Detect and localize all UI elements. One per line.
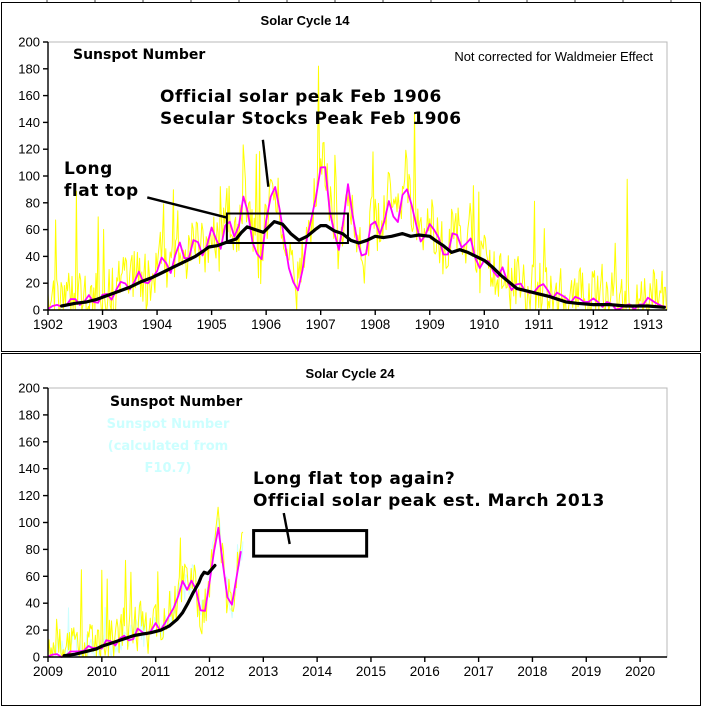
- x-tick-label: 2017: [464, 664, 494, 679]
- chart-title-cycle14: Solar Cycle 14: [260, 13, 350, 28]
- x-tick-label: 2013: [248, 664, 278, 679]
- y-tick-label: 160: [18, 434, 40, 449]
- worksheet-gridline-strip: [0, 0, 704, 2]
- annotation-flat-top-again-line1: Long flat top again?: [253, 469, 456, 489]
- chart-canvas-cycle14: 0 20 40 60 80 100 120 140 160 180 200 1902 1903 1904 1…: [18, 35, 668, 332]
- y-tick-label: 0: [33, 303, 40, 318]
- x-tick-label: 1913: [633, 317, 663, 332]
- peak-pointer-line: [261, 139, 270, 187]
- x-tick-label: 1908: [360, 317, 390, 332]
- annotation-long-flat-top-line2: flat top: [64, 181, 139, 201]
- annotation-long-flat-top: Long flat top: [64, 158, 139, 202]
- x-tick-label: 2012: [194, 664, 224, 679]
- chart-title-cycle24: Solar Cycle 24: [305, 366, 395, 381]
- callout-line: [146, 196, 228, 219]
- x-tick-label: 1909: [415, 317, 445, 332]
- x-tick-label: 1906: [251, 317, 281, 332]
- y-tick-label: 0: [33, 650, 40, 665]
- annotation-flat-top-again-line2: Official solar peak est. March 2013: [253, 491, 605, 511]
- y-tick-label: 80: [26, 195, 40, 210]
- y-tick-label: 100: [18, 515, 40, 530]
- callout-line: [282, 512, 291, 545]
- y-tick-label: 60: [26, 222, 40, 237]
- y-tick-label: 200: [18, 381, 40, 396]
- y-tick-label: 120: [18, 142, 40, 157]
- plot-area-border: [47, 41, 668, 311]
- chart-solar-cycle-24: 0 20 40 60 80 100 120 140 160 180 200 2009 2010 2011 2…: [1, 353, 701, 706]
- y-tick-label: 140: [18, 115, 40, 130]
- annotation-official-peak: Official solar peak Feb 1906 Secular Sto…: [160, 86, 462, 130]
- x-tick-label: 2016: [410, 664, 440, 679]
- x-tick-label: 2019: [571, 664, 601, 679]
- annotation-official-peak-line1: Official solar peak Feb 1906: [160, 87, 442, 107]
- x-tick-label: 2009: [33, 664, 63, 679]
- x-tick-label: 1912: [578, 317, 608, 332]
- annotation-long-flat-top-line1: Long: [64, 159, 113, 179]
- f107-label-line2: (calculated from: [107, 439, 229, 454]
- x-tick-label: 1907: [306, 317, 336, 332]
- x-tick-label: 2018: [517, 664, 547, 679]
- series-smoothed: [62, 563, 217, 658]
- y-tick-label: 60: [26, 569, 40, 584]
- y-tick-label: 100: [18, 169, 40, 184]
- x-tick-label: 2020: [625, 664, 655, 679]
- series-label-sunspot-number: Sunspot Number: [110, 394, 243, 410]
- y-tick-label: 20: [26, 276, 40, 291]
- x-tick-label: 1904: [142, 317, 173, 332]
- x-tick-label: 1902: [33, 317, 63, 332]
- y-tick-label: 120: [18, 488, 40, 503]
- flat-top-box: [225, 212, 349, 245]
- y-tick-label: 160: [18, 88, 40, 103]
- x-tick-label: 1905: [197, 317, 227, 332]
- y-tick-label: 200: [18, 35, 40, 50]
- x-tick-label: 2010: [87, 664, 117, 679]
- annotation-flat-top-again: Long flat top again? Official solar peak…: [253, 468, 605, 512]
- axis-lines: [47, 42, 667, 311]
- x-tick-label: 1903: [88, 317, 118, 332]
- f107-label-line3: F10.7): [144, 461, 192, 476]
- chart-solar-cycle-14: 0 20 40 60 80 100 120 140 160 180 200 1902 1903 1904 1…: [1, 2, 701, 352]
- y-tick-label: 40: [26, 596, 40, 611]
- x-tick-label: 2014: [302, 664, 333, 679]
- x-tick-label: 2011: [141, 664, 170, 679]
- series-label-f107-sunspot: Sunspot Number (calculated from F10.7): [58, 414, 278, 480]
- flat-top-box: [252, 529, 369, 558]
- y-tick-label: 180: [18, 407, 40, 422]
- x-tick-label: 2015: [356, 664, 386, 679]
- chart-canvas-cycle24: 0 20 40 60 80 100 120 140 160 180 200 2009 2010 2011 2…: [18, 381, 668, 679]
- y-tick-label: 20: [26, 623, 40, 638]
- y-tick-label: 140: [18, 461, 40, 476]
- x-tick-label: 1911: [524, 317, 553, 332]
- y-tick-label: 180: [18, 61, 40, 76]
- y-tick-label: 40: [26, 249, 40, 264]
- y-tick-label: 80: [26, 542, 40, 557]
- series-label-sunspot-number: Sunspot Number: [73, 47, 206, 63]
- f107-label-line1: Sunspot Number: [106, 417, 230, 432]
- series-smoothed: [60, 220, 666, 309]
- annotation-secular-peak-line2: Secular Stocks Peak Feb 1906: [160, 109, 462, 129]
- x-tick-label: 1910: [469, 317, 499, 332]
- waldmeier-note: Not corrected for Waldmeier Effect: [454, 49, 653, 64]
